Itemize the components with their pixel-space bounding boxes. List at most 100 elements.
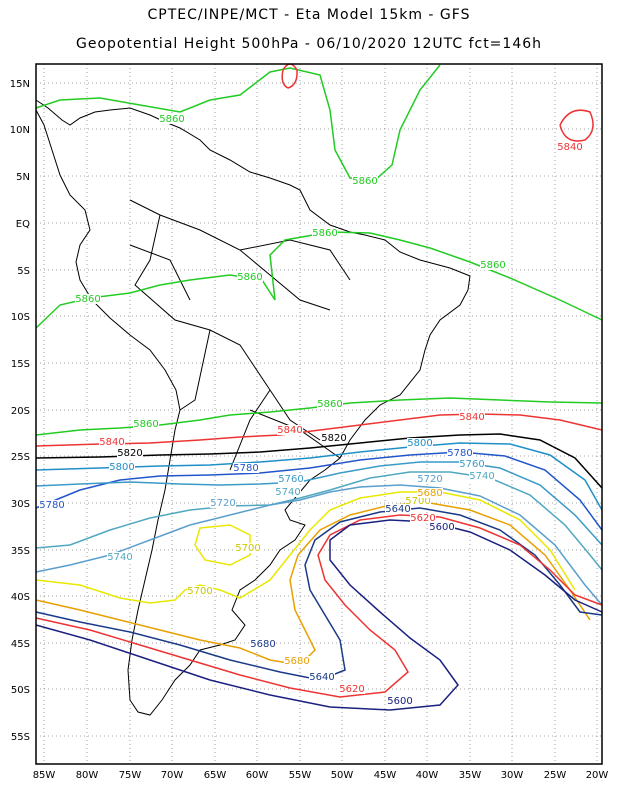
contour-label: 5640 [309,672,335,683]
contour-label: 5860 [312,228,338,239]
contour-label-bg [312,228,338,238]
contour-label-bg [284,656,310,666]
longitude-label: 20W [586,770,609,781]
latitude-label: 30S [11,499,30,510]
contour-label-bg [277,425,303,435]
contour-label-bg [469,471,495,481]
contour-label: 5780 [233,463,259,474]
contour-5700-closed [194,524,251,566]
contour-label-bg [309,672,335,682]
contour-label: 5800 [109,462,135,473]
contour-label-bg [235,543,261,553]
contour-label: 5740 [469,471,495,482]
contour-label-text: 5860 [133,419,158,430]
contour-label: 5820 [321,433,347,444]
latitude-label: 25S [11,452,30,463]
latitude-label: 15S [11,359,30,370]
contour-label-text: 5700 [187,586,212,597]
contour-label: 5740 [107,552,133,563]
contour-label-text: 5780 [447,448,472,459]
contour-label: 5680 [417,488,443,499]
contour-label-text: 5800 [407,438,432,449]
longitude-label: 60W [246,770,269,781]
latitude-label: 5S [17,266,30,277]
contour-5840-closed-east [559,109,594,142]
contour-label-bg [233,463,259,473]
contour-label: 5820 [117,448,143,459]
contour-label-bg [117,448,143,458]
contour-label-bg [109,462,135,472]
contour-label-text: 5780 [39,500,64,511]
contour-label-bg [480,260,506,270]
contour-label-text: 5820 [321,433,346,444]
map-title: CPTEC/INPE/MCT - Eta Model 15km - GFS [147,7,471,23]
contour-5720 [35,484,603,606]
contour-label: 5840 [557,142,583,153]
contour-label: 5860 [480,260,506,271]
contour-label: 5840 [99,437,125,448]
contour-label-bg [387,696,413,706]
contour-5760 [35,461,603,546]
longitude-label: 50W [331,770,354,781]
contour-label-bg [107,552,133,562]
contour-label: 5640 [385,504,411,515]
contour-label-bg [352,176,378,186]
contour-5860-south [35,397,603,436]
longitude-axis: 85W 80W 75W 70W 65W 60W 55W 50W 45W 40W 35W 30W 25W 2… [33,770,609,781]
contour-label: 5840 [277,425,303,436]
contour-label: 5860 [237,272,263,283]
contour-label-text: 5640 [309,672,334,683]
contour-label: 5860 [75,294,101,305]
contour-label-bg [237,272,263,282]
contour-label-text: 5840 [459,412,484,423]
contour-label: 5700 [187,586,213,597]
contour-label: 5760 [278,474,304,485]
contour-label-bg [278,474,304,484]
contour-label: 5860 [352,176,378,187]
contour-label-text: 5720 [417,474,442,485]
contour-label-text: 5840 [277,425,302,436]
contour-label: 5860 [133,419,159,430]
contour-label-bg [417,474,443,484]
contour-label: 5860 [159,114,185,125]
contour-label-text: 5760 [278,474,303,485]
contour-label-text: 5700 [405,496,430,507]
map-subtitle: Geopotential Height 500hPa - 06/10/2020 … [75,36,543,52]
longitude-label: 70W [161,770,184,781]
contour-label-bg [417,488,443,498]
longitude-label: 40W [416,770,439,781]
contour-5680 [35,502,591,666]
latitude-label: 50S [11,685,30,696]
contour-5860-equator [35,231,603,329]
latitude-label: 55S [11,732,30,743]
contour-5620 [35,514,603,698]
contour-label-text: 5720 [210,498,235,509]
latitude-label: 5N [16,172,30,183]
contour-label-bg [187,586,213,596]
contour-label-text: 5620 [339,684,364,695]
contour-label: 5780 [39,500,65,511]
contour-5860-north [35,64,441,181]
contour-5700-main [35,491,576,604]
longitude-label: 80W [76,770,99,781]
map-frame [35,63,603,765]
contour-label-bg [447,448,473,458]
contour-label-bg [133,419,159,429]
contour-label: 5780 [447,448,473,459]
graticule [36,64,602,764]
latitude-label: 40S [11,592,30,603]
contour-label: 5600 [387,696,413,707]
contour-label-text: 5860 [352,176,377,187]
contour-label-text: 5860 [312,228,337,239]
latitude-label: 20S [11,406,30,417]
contour-label: 5680 [250,639,276,650]
contour-label-bg [429,522,455,532]
contour-label: 5720 [210,498,236,509]
contour-label: 5680 [284,656,310,667]
longitude-label: 35W [459,770,482,781]
contour-label: 5800 [407,438,433,449]
longitude-label: 75W [119,770,142,781]
latitude-label: 35S [11,546,30,557]
contour-label-text: 5700 [235,543,260,554]
